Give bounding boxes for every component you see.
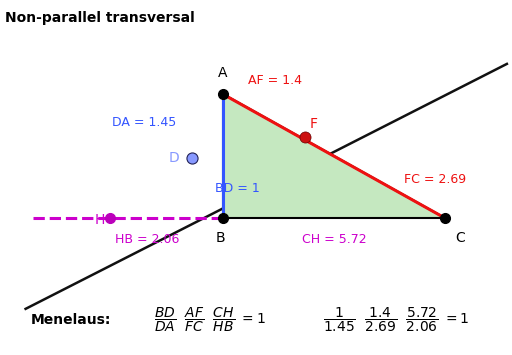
Text: HB = 2.06: HB = 2.06 (115, 233, 180, 246)
Text: B: B (216, 231, 225, 245)
Text: DA = 1.45: DA = 1.45 (113, 116, 177, 129)
Text: Menelaus:: Menelaus: (31, 312, 111, 327)
Polygon shape (223, 94, 445, 218)
Text: A: A (218, 66, 227, 80)
Text: AF = 1.4: AF = 1.4 (248, 74, 302, 87)
Text: H: H (95, 213, 105, 227)
Text: C: C (456, 231, 465, 245)
Text: BD = 1: BD = 1 (215, 182, 260, 195)
Text: D: D (168, 151, 179, 165)
Text: F: F (310, 118, 318, 131)
Text: $\dfrac{BD}{DA}$  $\dfrac{AF}{FC}$  $\dfrac{CH}{HB}$ $= 1$: $\dfrac{BD}{DA}$ $\dfrac{AF}{FC}$ $\dfra… (154, 305, 266, 334)
Text: CH = 5.72: CH = 5.72 (302, 233, 367, 246)
Text: Non-parallel transversal: Non-parallel transversal (5, 11, 195, 24)
Text: $\dfrac{1}{1.45}$  $\dfrac{1.4}{2.69}$  $\dfrac{5.72}{2.06}$ $= 1$: $\dfrac{1}{1.45}$ $\dfrac{1.4}{2.69}$ $\… (323, 305, 469, 334)
Text: FC = 2.69: FC = 2.69 (404, 173, 466, 186)
